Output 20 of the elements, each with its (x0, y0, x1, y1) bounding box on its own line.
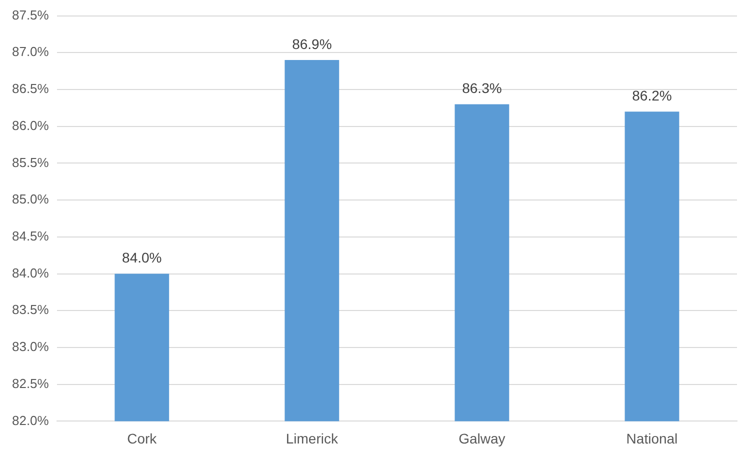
y-tick-label: 85.5% (12, 154, 50, 170)
y-tick-label: 87.0% (12, 44, 50, 60)
y-tick-label: 85.0% (12, 192, 50, 207)
y-tick-label: 87.5% (12, 7, 50, 22)
x-tick-label: Cork (127, 430, 158, 446)
data-label: 86.3% (462, 80, 502, 96)
y-tick-label: 82.0% (12, 412, 50, 428)
x-tick-label: Limerick (286, 430, 339, 446)
y-tick-label: 84.0% (12, 265, 50, 280)
y-tick-label: 84.5% (12, 228, 50, 244)
y-tick-label: 86.5% (12, 81, 50, 96)
y-tick-label: 83.0% (12, 339, 50, 354)
x-tick-label: Galway (458, 430, 506, 446)
data-label: 86.9% (292, 36, 332, 52)
y-tick-label: 83.5% (12, 302, 50, 318)
data-label: 84.0% (122, 250, 162, 266)
data-label: 86.2% (632, 87, 672, 104)
x-tick-label: National (626, 430, 678, 446)
y-tick-label: 86.0% (12, 118, 50, 133)
y-tick-label: 82.5% (12, 376, 50, 391)
